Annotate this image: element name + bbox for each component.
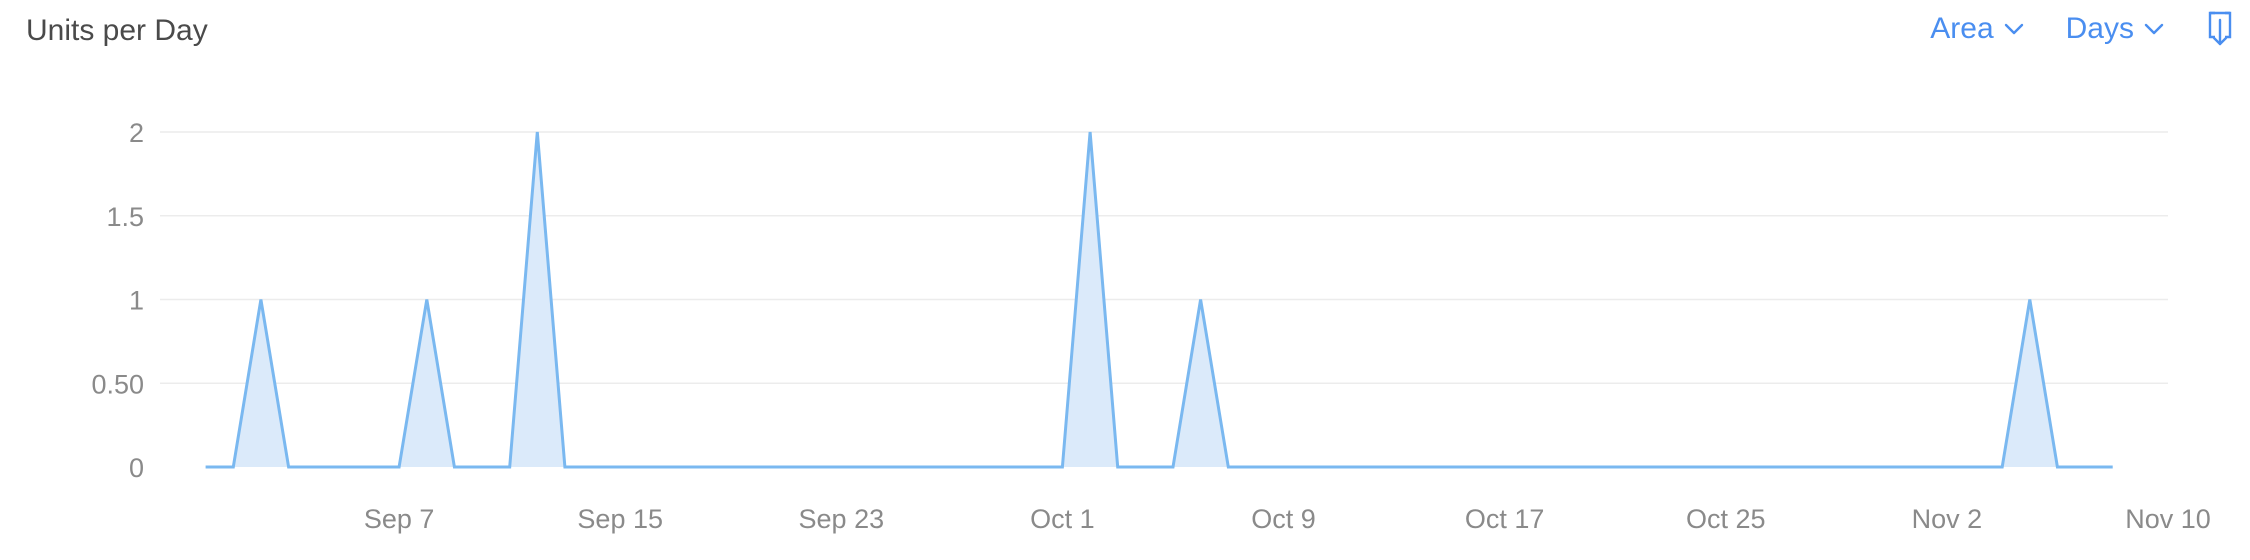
- chart-controls: Area Days: [1930, 10, 2234, 48]
- download-icon[interactable]: [2206, 10, 2234, 48]
- y-tick-label: 1: [129, 286, 144, 316]
- x-tick-label: Sep 15: [577, 504, 663, 534]
- y-axis: 0 0.50 1 1.5 2: [91, 118, 144, 483]
- x-tick-label: Oct 25: [1686, 504, 1766, 534]
- x-tick-label: Oct 9: [1251, 504, 1316, 534]
- y-tick-label: 0.50: [91, 369, 144, 399]
- granularity-dropdown[interactable]: Days: [2066, 12, 2164, 46]
- x-tick-label: Nov 10: [2125, 504, 2211, 534]
- chart-type-label: Area: [1930, 12, 1994, 45]
- grid-layer: [160, 131, 2168, 384]
- series-line: [205, 131, 2113, 469]
- chart-title: Units per Day: [26, 14, 208, 47]
- x-tick-label: Sep 7: [364, 504, 435, 534]
- chevron-down-icon: [2004, 23, 2023, 35]
- chart-type-dropdown[interactable]: Area: [1930, 12, 2023, 46]
- granularity-label: Days: [2065, 12, 2134, 45]
- y-tick-label: 1.5: [106, 202, 144, 232]
- y-tick-label: 0: [129, 453, 144, 483]
- x-tick-label: Oct 17: [1465, 504, 1545, 534]
- x-tick-label: Sep 23: [799, 504, 885, 534]
- chevron-down-icon: [2144, 23, 2164, 35]
- plot-area: [205, 131, 2113, 469]
- x-tick-label: Nov 2: [1912, 504, 1983, 534]
- x-tick-label: Oct 1: [1030, 504, 1095, 534]
- x-axis: Sep 7 Sep 15 Sep 23 Oct 1 Oct 9 Oct 17 Oct 25 N…: [364, 504, 2211, 534]
- y-tick-label: 2: [129, 118, 144, 148]
